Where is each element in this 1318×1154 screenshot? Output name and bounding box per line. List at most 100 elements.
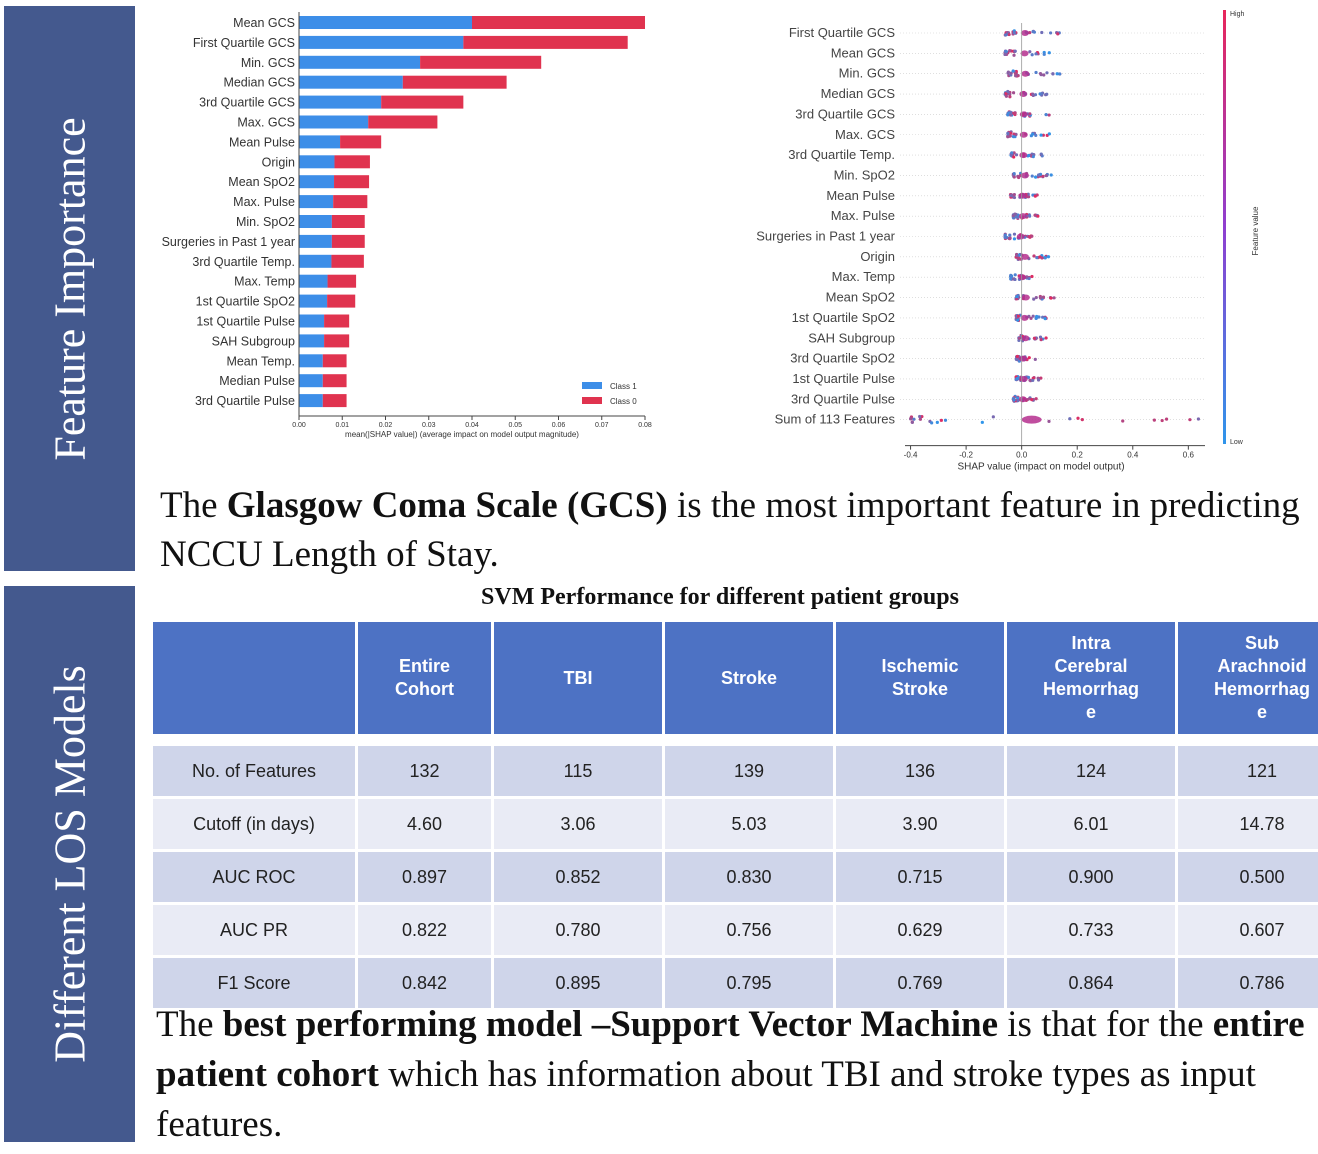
swarm-point-15-14 (1032, 336, 1037, 340)
table-header-text-4-0: Ischemic (881, 656, 959, 676)
swarm-core-2 (1021, 70, 1030, 77)
swarm-point-11-25 (1016, 257, 1021, 261)
bar-class1-10 (299, 215, 332, 228)
bar-class0-0 (472, 16, 645, 29)
swarm-point-2-19 (1051, 72, 1055, 76)
bar-category-label-14: 1st Quartile SpO2 (196, 295, 295, 309)
table-spacer-cell (1178, 734, 1318, 743)
swarm-point-1-15 (1013, 49, 1017, 53)
swarm-point-19-9 (1164, 417, 1169, 421)
swarm-point-3-23 (1006, 89, 1010, 94)
swarm-category-label-17: 1st Quartile Pulse (792, 371, 895, 386)
bar-class0-19 (322, 394, 347, 408)
bar-x-tick-label-0: 0.00 (292, 422, 306, 429)
swarm-point-9-16 (1033, 213, 1037, 217)
swarm-core-4 (1019, 111, 1028, 118)
table-cell: 121 (1178, 743, 1318, 796)
swarm-point-10-21 (1012, 232, 1017, 236)
table-header-cell-5: Intra Cerebral Hemorrhag e (1007, 622, 1175, 734)
swarm-core-0 (1021, 30, 1029, 36)
swarm-point-9-24 (1013, 212, 1017, 216)
table-cell: 0.607 (1178, 902, 1318, 955)
table-header-text-3-0: Stroke (720, 667, 778, 688)
swarm-point-19-5 (991, 415, 995, 419)
swarm-category-label-6: 3rd Quartile Temp. (788, 147, 895, 162)
bar-category-label-4: 3rd Quartile GCS (199, 96, 295, 110)
swarm-point-5-20 (1008, 134, 1012, 138)
bar-x-tick-label-3: 0.03 (422, 422, 436, 429)
swarm-point-18-24 (1016, 399, 1020, 403)
best-model-caption-part2: is that for the (998, 1004, 1213, 1045)
bar-class0-5 (368, 115, 438, 129)
swarm-point-19-15 (1076, 416, 1080, 420)
table-cell: 0.864 (1007, 955, 1175, 1008)
swarm-point-19-1 (943, 418, 948, 422)
swarm-points-19 (909, 414, 1201, 425)
table-title: SVM Performance for different patient gr… (481, 584, 959, 610)
table-header-text-4-1: Stroke (891, 679, 949, 699)
swarm-point-12-24 (1009, 273, 1013, 277)
gcs-caption-bold: Glasgow Coma Scale (GCS) (226, 485, 668, 526)
swarm-point-6-20 (1014, 153, 1019, 157)
swarm-point-19-6 (1196, 417, 1201, 421)
table-cell: 0.852 (494, 849, 662, 902)
swarm-points-5 (1006, 130, 1051, 139)
swarm-point-6-19 (1031, 155, 1035, 159)
swarm-point-10-8 (1008, 233, 1012, 237)
swarm-point-14-25 (1016, 314, 1020, 318)
bar-class0-7 (334, 155, 370, 169)
swarm-x-tick-label-5: 0.6 (1183, 451, 1195, 460)
table-row: Cutoff (in days) 4.60 3.06 5.03 3.90 6.01 14.7… (153, 796, 1318, 849)
bar-x-tick-label-1: 0.01 (335, 422, 349, 429)
swarm-point-14-3 (1041, 315, 1045, 319)
swarm-point-14-9 (1029, 316, 1033, 320)
bar-class1-11 (299, 234, 332, 248)
swarm-point-18-21 (1015, 396, 1020, 400)
swarm-point-3-15 (1008, 92, 1012, 96)
table-row: AUC ROC 0.897 0.852 0.830 0.715 0.900 0.500 (153, 849, 1318, 902)
bar-category-label-16: SAH Subgroup (212, 334, 295, 348)
swarm-point-1-24 (1003, 49, 1008, 53)
swarm-point-14-23 (1016, 318, 1020, 322)
swarm-category-label-12: Max. Temp (832, 269, 895, 284)
swarm-point-11-14 (1042, 255, 1047, 260)
legend-swatch-0 (582, 382, 602, 389)
swarm-point-2-25 (1038, 71, 1043, 76)
swarm-point-19-10 (1121, 419, 1125, 423)
los-models-banner: Different LOS Models (4, 586, 135, 1142)
swarm-point-2-23 (1009, 71, 1013, 75)
bar-class1-16 (299, 334, 325, 348)
swarm-core-5 (1019, 131, 1028, 138)
swarm-point-7-23 (1044, 173, 1048, 178)
swarm-point-7-6 (1030, 174, 1034, 178)
swarm-point-15-24 (1039, 338, 1043, 342)
swarm-point-3-5 (1011, 91, 1016, 95)
bar-class0-11 (331, 234, 365, 248)
swarm-point-11-19 (1032, 254, 1036, 258)
swarm-point-15-22 (1038, 335, 1043, 339)
swarm-point-4-25 (1008, 113, 1013, 117)
swarm-points-6 (1009, 151, 1044, 159)
swarm-point-7-17 (1041, 174, 1045, 178)
swarm-core-6 (1019, 152, 1028, 159)
bar-class1-17 (299, 354, 323, 368)
best-model-caption-bold1: best performing model –Support Vector Ma… (222, 1004, 999, 1045)
table-row: No. of Features 132 115 139 136 124 121 (153, 743, 1318, 796)
swarm-core-9 (1018, 213, 1027, 220)
bar-category-label-19: 3rd Quartile Pulse (195, 394, 295, 408)
table-header-text-6-2: Hemorrhag (1213, 679, 1311, 699)
bar-class1-13 (299, 274, 328, 288)
swarm-category-label-3: Median GCS (821, 86, 896, 101)
swarm-point-19-7 (935, 420, 939, 424)
swarm-points-8 (1008, 192, 1039, 200)
swarm-x-axis-label: SHAP value (impact on model output) (957, 462, 1124, 473)
best-model-caption-bold2: entire patient cohort (156, 1004, 1305, 1095)
bar-x-tick-label-2: 0.02 (379, 422, 393, 429)
swarm-category-label-2: Min. GCS (839, 66, 896, 81)
swarm-point-11-9 (1035, 256, 1039, 260)
colorbar-low-label: Low (1230, 439, 1244, 446)
table-row-label: F1 Score (153, 955, 355, 1008)
bar-class0-16 (324, 334, 350, 348)
swarm-points-1 (1003, 48, 1051, 57)
gcs-caption-part1: The (160, 485, 227, 526)
